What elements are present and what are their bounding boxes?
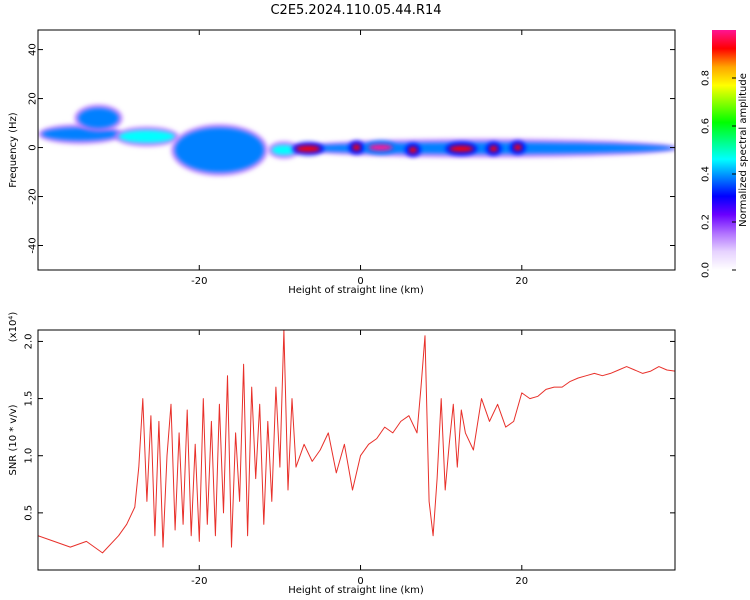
colorbar-tick-label: 0.0: [701, 262, 712, 278]
y-tick-label: 0.5: [24, 505, 35, 521]
snr-panel: -20 0 20 0.5 1.0 1.5 2.0 Height of straight li…: [8, 312, 676, 596]
heatmap-feature: [352, 144, 361, 151]
heatmap-feature: [368, 144, 393, 151]
spectrogram-frame: [37, 29, 676, 271]
y-tick-label: 1.0: [24, 448, 35, 464]
x-tick-label: -20: [191, 276, 207, 287]
colorbar-label: Normalized spectral amplitude: [738, 73, 749, 227]
snr-x-label: Height of straight line (km): [288, 585, 424, 596]
spectrogram-axes: -20 0 20 40 20 0 -20 -40: [28, 30, 675, 287]
heatmap-feature: [78, 108, 119, 128]
colorbar-gradient: [712, 30, 736, 270]
chart-title: C2E5.2024.110.05.44.R14: [270, 3, 441, 18]
colorbar-tick-label: 0.8: [701, 70, 712, 86]
x-tick-label: 20: [515, 276, 528, 287]
y-tick-label: -40: [28, 237, 39, 253]
colorbar-tick-label: 0.2: [701, 214, 712, 230]
heatmap-feature: [489, 145, 498, 152]
spectrogram-panel: -20 0 20 40 20 0 -20 -40 Height of straight lin…: [8, 29, 676, 296]
spectrogram-heatmap: [38, 104, 675, 177]
spectrogram-y-label: Frequency (Hz): [8, 112, 19, 188]
heatmap-feature: [118, 130, 176, 143]
colorbar: 0.0 0.2 0.4 0.6 0.8 Normalized spectral ampl…: [701, 30, 749, 278]
snr-axes: -20 0 20 0.5 1.0 1.5 2.0: [24, 330, 675, 587]
y-tick-label: 40: [28, 43, 39, 56]
colorbar-tick-label: 0.4: [701, 166, 712, 182]
y-tick-label: 0: [28, 144, 39, 150]
heatmap-feature: [513, 144, 522, 151]
heatmap-feature: [271, 145, 297, 155]
heatmap-feature: [408, 147, 417, 153]
heatmap-feature: [175, 127, 264, 173]
y-tick-label: 20: [28, 92, 39, 105]
heatmap-feature: [296, 145, 321, 152]
snr-plot-area: [38, 330, 675, 554]
snr-y-label: SNR (10 * v/v): [8, 404, 19, 475]
x-tick-label: 0: [357, 576, 363, 587]
colorbar-ticks: 0.0 0.2 0.4 0.6 0.8: [701, 70, 736, 278]
x-tick-label: -20: [191, 576, 207, 587]
y-tick-label: 2.0: [24, 333, 35, 349]
x-tick-label: 0: [357, 276, 363, 287]
y-tick-label: 1.5: [24, 391, 35, 407]
y-tick-label: -20: [28, 188, 39, 204]
x-tick-label: 20: [515, 576, 528, 587]
heatmap-feature: [449, 145, 474, 152]
colorbar-tick-label: 0.6: [701, 118, 712, 134]
snr-series-line: [38, 330, 675, 554]
spectrogram-x-label: Height of straight line (km): [288, 285, 424, 296]
snr-y-multiplier: (x10⁴): [8, 312, 19, 343]
snr-frame: [37, 329, 676, 571]
